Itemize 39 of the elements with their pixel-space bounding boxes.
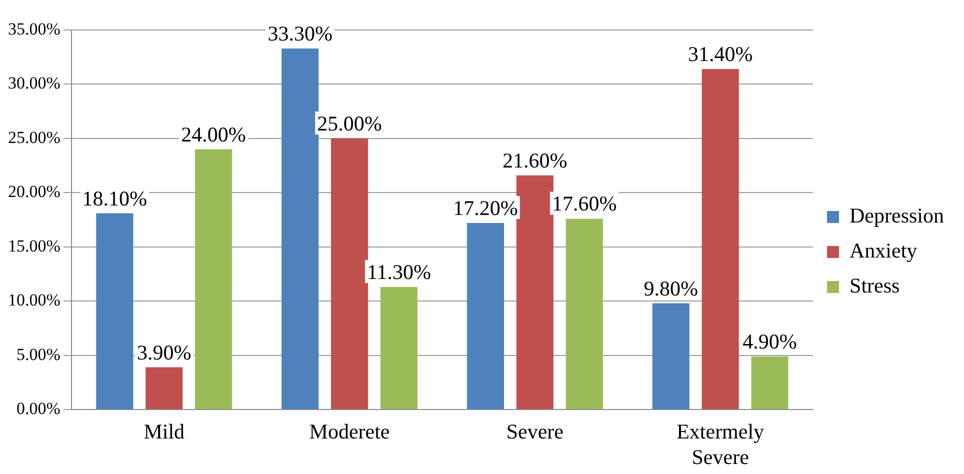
bar — [751, 356, 788, 410]
bar — [380, 287, 418, 410]
bar — [282, 48, 319, 410]
bar — [146, 367, 183, 410]
y-tick-label: 0.00% — [16, 399, 60, 418]
bar — [330, 138, 368, 410]
y-tick-label: 5.00% — [16, 344, 60, 364]
y-tick-label: 30.00% — [8, 74, 60, 93]
bar — [466, 223, 504, 410]
data-label: 3.90% — [136, 340, 192, 364]
y-tick-label: 20.00% — [8, 182, 60, 202]
data-label: 9.80% — [644, 276, 698, 300]
y-tick-label: 10.00% — [8, 290, 60, 310]
bar — [566, 218, 603, 410]
bar — [516, 175, 554, 410]
bar — [195, 149, 232, 410]
data-label: 21.60% — [502, 148, 568, 172]
y-tick-label: 15.00% — [8, 236, 60, 256]
x-tick-label: Extermely Severe — [676, 420, 765, 469]
data-label: 11.30% — [366, 260, 431, 284]
data-label: 31.40% — [688, 42, 753, 66]
bar — [702, 69, 739, 410]
x-tick-label: Moderete — [309, 420, 390, 444]
data-label: 17.60% — [552, 192, 617, 216]
y-tick-label: 35.00% — [8, 19, 60, 38]
legend-label: Anxiety — [850, 238, 918, 263]
data-label: 25.00% — [317, 111, 382, 136]
x-tick-label: Severe — [506, 420, 564, 444]
x-tick-label: Mild — [144, 420, 186, 444]
legend-label: Depression — [850, 204, 944, 228]
bar — [96, 213, 134, 410]
data-label: 4.90% — [742, 329, 797, 354]
y-tick-label: 25.00% — [8, 128, 60, 147]
data-label: 33.30% — [268, 21, 332, 46]
legend-label: Stress — [850, 274, 900, 298]
data-label: 24.00% — [181, 122, 246, 146]
data-label: 17.20% — [453, 196, 518, 220]
data-label: 18.10% — [82, 186, 148, 210]
bar — [652, 303, 690, 410]
